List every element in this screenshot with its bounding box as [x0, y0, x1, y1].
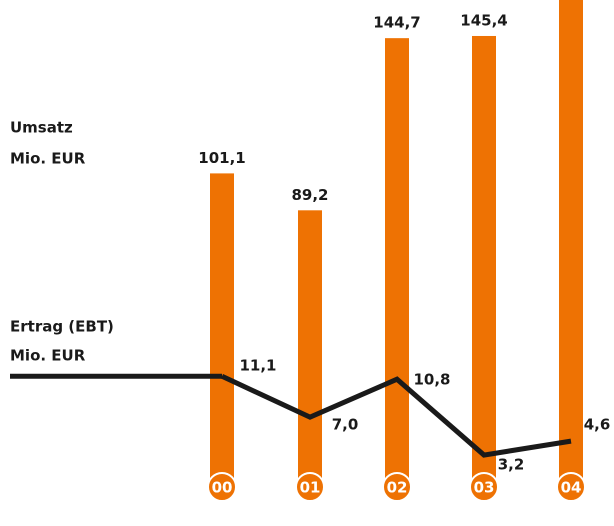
bar: [472, 35, 496, 487]
x-tick-label: 03: [474, 479, 495, 497]
bar: [298, 210, 322, 487]
series-name: Ertrag (EBT): [10, 318, 114, 336]
value-label: 10,8: [413, 371, 450, 389]
bar: [210, 173, 234, 487]
series-unit: Mio. EUR: [10, 347, 86, 365]
category-badge: [295, 472, 325, 502]
value-label: 11,1: [239, 357, 276, 375]
x-tick-label: 02: [387, 479, 408, 497]
value-label: 101,1: [198, 149, 245, 167]
category-badge: [382, 472, 412, 502]
bar: [559, 0, 583, 487]
value-label: 7,0: [332, 416, 359, 434]
bar: [385, 38, 409, 487]
x-tick-label: 04: [561, 479, 582, 497]
x-tick-label: 01: [300, 479, 321, 497]
category-badge: [469, 472, 499, 502]
category-badge: [556, 472, 586, 502]
line: [220, 373, 572, 458]
value-label: 3,2: [498, 456, 525, 474]
series-unit: Mio. EUR: [10, 150, 86, 168]
value-label: 144,7: [373, 14, 420, 32]
value-label: 4,6: [584, 416, 611, 434]
series-name: Umsatz: [10, 119, 73, 137]
x-tick-label: 00: [212, 479, 233, 497]
value-label: 145,4: [460, 11, 507, 29]
category-badge: [207, 472, 237, 502]
value-label: 89,2: [291, 186, 328, 204]
